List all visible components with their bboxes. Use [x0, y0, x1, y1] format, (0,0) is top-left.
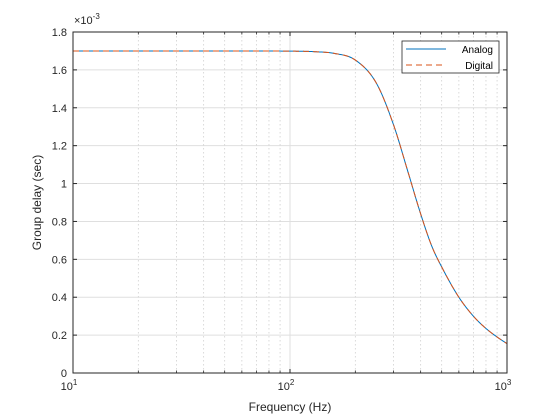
- y-tick-label: 1.2: [52, 141, 67, 153]
- y-tick-label: 1.8: [52, 27, 67, 39]
- x-tick-label: 102: [278, 378, 295, 393]
- x-tick-label: 101: [61, 378, 78, 393]
- tick-marks: [72, 31, 508, 374]
- y-tick-label: 1.6: [52, 65, 67, 77]
- x-tick-label-base: 10: [61, 381, 73, 393]
- x-tick-label-base: 10: [278, 381, 290, 393]
- y-tick-label: 0: [61, 368, 67, 380]
- series-line-digital: [73, 50, 508, 345]
- x-tick-label-base: 10: [495, 381, 507, 393]
- y-tick-labels: 0 0.2 0.4 0.6 0.8 1 1.2 1.4 1.6 1.8: [52, 27, 67, 380]
- x-tick-label-exponent: 1: [73, 378, 78, 387]
- y-tick-label: 1: [61, 179, 67, 191]
- y-axis-multiplier: ×10-3: [74, 12, 100, 27]
- series-lines: [73, 50, 508, 345]
- legend-box: [401, 40, 500, 74]
- y-tick-label: 1.4: [52, 103, 67, 115]
- y-multiplier-exponent: -3: [93, 12, 101, 21]
- legend-label-digital: Digital: [465, 61, 493, 72]
- x-tick-labels: 101 102 103: [61, 378, 512, 393]
- legend-label-analog: Analog: [462, 45, 493, 56]
- y-tick-label: 0.4: [52, 292, 67, 304]
- x-tick-label-exponent: 3: [507, 378, 512, 387]
- legend: Analog Digital: [401, 40, 500, 74]
- y-tick-label: 0.8: [52, 216, 67, 228]
- y-tick-label: 0.6: [52, 254, 67, 266]
- x-tick-label-exponent: 2: [290, 378, 295, 387]
- y-axis-label: Group delay (sec): [30, 155, 44, 250]
- x-tick-label: 103: [495, 378, 512, 393]
- x-axis-label: Frequency (Hz): [249, 400, 332, 414]
- y-multiplier-base: ×10: [74, 15, 93, 27]
- y-tick-label: 0.2: [52, 330, 67, 342]
